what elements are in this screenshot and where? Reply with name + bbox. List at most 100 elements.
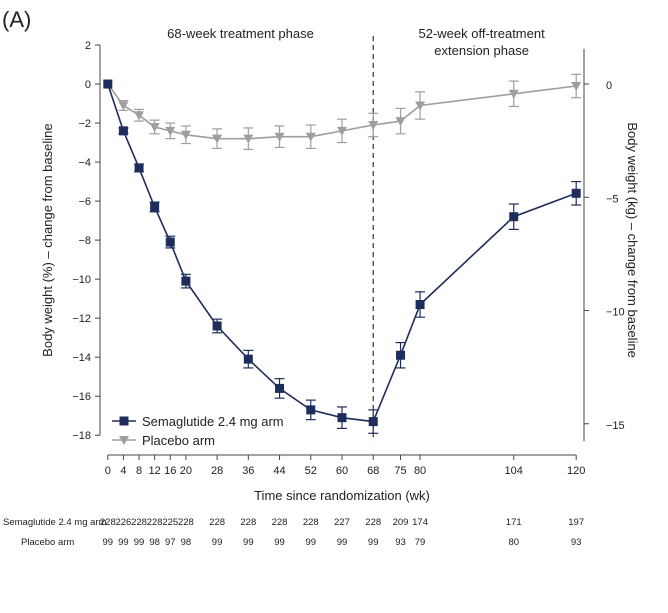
n-at-risk-placebo-value: 99 <box>103 537 114 548</box>
n-at-risk-semaglutide-value: 226 <box>115 517 131 528</box>
n-at-risk-placebo-value: 98 <box>181 537 192 548</box>
placebo-point <box>337 126 347 136</box>
n-at-risk-semaglutide-value: 171 <box>506 517 522 528</box>
x-tick-label: 80 <box>414 465 426 477</box>
n-at-risk-semaglutide-value: 197 <box>568 517 584 528</box>
placebo-point <box>571 81 582 91</box>
n-at-risk-placebo-value: 99 <box>118 537 129 548</box>
legend-placebo-marker <box>119 436 129 445</box>
left-y-tick-label: −14 <box>72 352 91 364</box>
placebo-point <box>165 126 176 136</box>
right-y-tick-label: −5 <box>606 193 619 205</box>
legend-placebo-label: Placebo arm <box>142 433 215 448</box>
right-y-tick-label: −10 <box>606 307 625 319</box>
n-at-risk-placebo-value: 93 <box>395 537 406 548</box>
extension-phase-label-line2: extension phase <box>434 43 529 58</box>
x-tick-label: 60 <box>336 465 348 477</box>
n-at-risk-semaglutide-value: 228 <box>209 517 225 528</box>
semaglutide-point <box>103 79 113 89</box>
n-at-risk-semaglutide-value: 228 <box>147 517 163 528</box>
x-tick-label: 44 <box>273 465 285 477</box>
placebo-point <box>243 134 254 144</box>
semaglutide-point <box>165 237 175 247</box>
n-at-risk-semaglutide-value: 209 <box>393 517 409 528</box>
semaglutide-point <box>396 350 406 360</box>
x-tick-label: 20 <box>180 465 192 477</box>
x-tick-label: 36 <box>242 465 254 477</box>
left-y-tick-label: −6 <box>78 196 91 208</box>
semaglutide-point <box>509 212 519 222</box>
n-at-risk-semaglutide-value: 225 <box>162 517 178 528</box>
right-y-tick-label: −15 <box>606 420 625 432</box>
semaglutide-point <box>275 383 285 393</box>
extension-phase-label-line1: 52-week off-treatment <box>419 26 546 41</box>
n-at-risk-semaglutide-value: 228 <box>178 517 194 528</box>
semaglutide-point <box>243 354 253 364</box>
placebo-point <box>149 122 160 132</box>
n-at-risk-semaglutide-label: Semaglutide 2.4 mg arm <box>3 517 107 528</box>
semaglutide-point <box>571 188 581 198</box>
x-tick-label: 28 <box>211 465 223 477</box>
legend: Semaglutide 2.4 mg arm Placebo arm <box>112 414 284 448</box>
placebo-line <box>107 83 577 140</box>
x-tick-label: 75 <box>394 465 406 477</box>
x-tick-label: 8 <box>136 465 142 477</box>
left-y-tick-label: −12 <box>72 313 91 325</box>
placebo-point <box>118 101 129 111</box>
x-tick-label: 12 <box>149 465 161 477</box>
n-at-risk-placebo-label: Placebo arm <box>21 537 74 548</box>
n-at-risk-placebo-value: 99 <box>305 537 316 548</box>
x-axis-title: Time since randomization (wk) <box>254 488 430 503</box>
n-at-risk-placebo-value: 99 <box>134 537 145 548</box>
semaglutide-point <box>368 417 378 427</box>
placebo-point <box>274 132 285 142</box>
semaglutide-point <box>150 202 160 212</box>
n-at-risk-placebo-value: 97 <box>165 537 176 548</box>
n-at-risk-semaglutide-value: 227 <box>334 517 350 528</box>
panel-label: (A) <box>2 7 31 32</box>
n-at-risk-placebo-value: 99 <box>337 537 348 548</box>
x-tick-label: 68 <box>367 465 379 477</box>
left-y-tick-label: 2 <box>85 40 91 52</box>
placebo-point <box>212 134 223 144</box>
n-at-risk-semaglutide-value: 228 <box>131 517 147 528</box>
n-at-risk-placebo-value: 79 <box>415 537 426 548</box>
n-at-risk-semaglutide-value: 228 <box>240 517 256 528</box>
semaglutide-point <box>337 413 347 423</box>
placebo-point <box>305 132 316 142</box>
legend-semaglutide-marker <box>119 416 129 426</box>
n-at-risk-placebo-value: 93 <box>571 537 582 548</box>
placebo-point <box>368 121 379 130</box>
placebo-point <box>395 117 406 127</box>
semaglutide-point <box>306 405 316 415</box>
x-tick-label: 0 <box>105 465 111 477</box>
x-tick-label: 4 <box>120 465 126 477</box>
left-y-tick-label: −18 <box>72 430 91 442</box>
left-y-axis-title: Body weight (%) – change from baseline <box>40 123 55 356</box>
n-at-risk-semaglutide-value: 228 <box>365 517 381 528</box>
semaglutide-point <box>134 163 144 173</box>
left-y-tick-label: −2 <box>78 118 91 130</box>
semaglutide-series <box>103 79 582 434</box>
n-at-risk-placebo-value: 99 <box>243 537 254 548</box>
right-y-axis-title: Body weight (kg) – change from baseline <box>625 122 640 358</box>
n-at-risk-semaglutide-value: 228 <box>272 517 288 528</box>
semaglutide-point <box>212 321 222 331</box>
n-at-risk-placebo-value: 99 <box>274 537 285 548</box>
placebo-point <box>415 101 426 111</box>
left-y-tick-label: 0 <box>85 79 91 91</box>
n-at-risk-placebo-value: 99 <box>212 537 223 548</box>
semaglutide-point <box>415 300 425 310</box>
semaglutide-point <box>118 126 128 136</box>
placebo-point <box>180 130 191 140</box>
x-tick-label: 104 <box>505 465 523 477</box>
left-y-tick-label: −8 <box>78 235 91 247</box>
legend-semaglutide-label: Semaglutide 2.4 mg arm <box>142 414 284 429</box>
left-y-tick-label: −16 <box>72 391 91 403</box>
n-at-risk-placebo-value: 98 <box>149 537 160 548</box>
left-y-tick-label: −10 <box>72 274 91 286</box>
right-y-tick-label: 0 <box>606 80 612 92</box>
n-at-risk-placebo-value: 80 <box>508 537 519 548</box>
n-at-risk-semaglutide-value: 174 <box>412 517 428 528</box>
left-y-tick-label: −4 <box>78 157 91 169</box>
